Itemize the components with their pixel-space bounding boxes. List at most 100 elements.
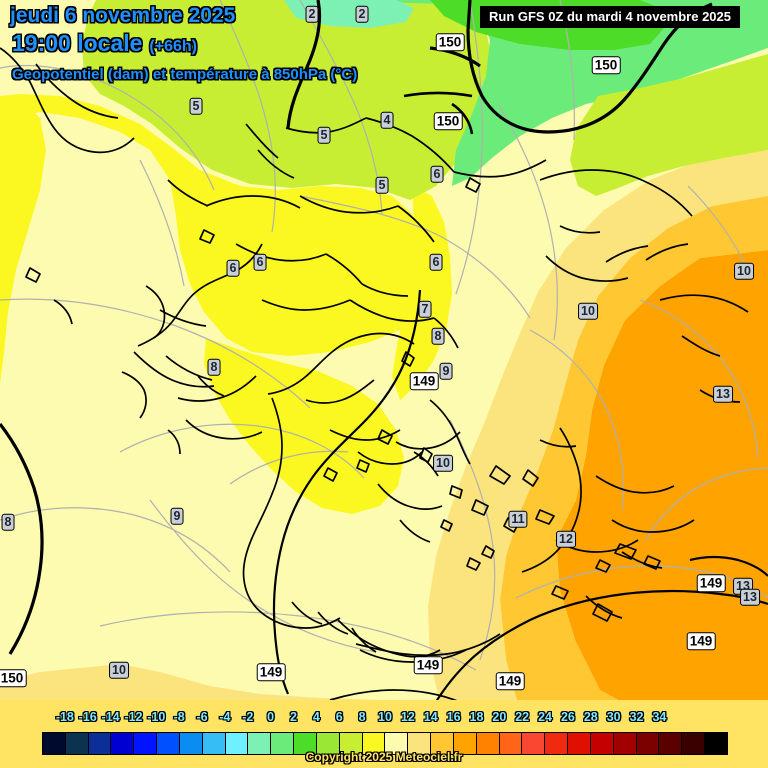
temperature-label-7: 6 [253, 253, 267, 271]
colorbar-tick--4: -4 [219, 710, 231, 724]
colorbar-swatch-26 [636, 733, 660, 754]
valid-time-label: 19:00 locale (+66h) [12, 30, 197, 57]
geopotential-label-0: 150 [435, 33, 465, 51]
colorbar-swatch-4 [134, 733, 158, 754]
temp-band-4-6 [82, 0, 492, 200]
colorbar-tick--18: -18 [55, 710, 74, 724]
colorbar-tick-4: 4 [312, 710, 320, 724]
valid-date-label: jeudi 6 novembre 2025 [10, 4, 236, 27]
colorbar-tick--8: -8 [173, 710, 185, 724]
geopotential-label-9: 149 [686, 632, 716, 650]
colorbar-tick-34: 34 [652, 710, 667, 724]
temp-band-2-4 [300, 0, 768, 186]
temp-band-8-10 [428, 150, 768, 712]
colorbar-tick-2: 2 [290, 710, 298, 724]
geopotential-contour-149 [272, 289, 768, 712]
temp-band-6-8 [0, 94, 432, 356]
temperature-label-19: 11 [508, 510, 528, 528]
temperature-label-10: 7 [418, 300, 432, 318]
temperature-label-3: 4 [380, 111, 394, 129]
colorbar-tick-16: 16 [446, 710, 461, 724]
colorbar-swatch-5 [157, 733, 180, 754]
temperature-label-12: 8 [207, 358, 221, 376]
colorbar-swatch-18 [453, 733, 477, 754]
geopotential-label-2: 150 [433, 112, 463, 130]
colorbar-swatch-3 [111, 733, 135, 754]
colorbar-swatch-14 [362, 733, 386, 754]
geopotential-contours-major [0, 0, 713, 655]
colorbar-tick-22: 22 [515, 710, 530, 724]
colorbar-swatch-21 [522, 733, 546, 754]
colorbar-swatch-1 [65, 733, 89, 754]
temp-band-aegean-yellow [392, 186, 452, 400]
colorbar-tick-0: 0 [267, 710, 275, 724]
colorbar-swatch-13 [339, 733, 363, 754]
colorbar-swatch-11 [294, 733, 317, 754]
geopotential-label-7: 149 [495, 672, 525, 690]
forecast-hour-label: (+66h) [149, 38, 197, 55]
colorbar-tick-20: 20 [492, 710, 507, 724]
temperature-label-24: 10 [109, 661, 129, 679]
temperature-label-14: 8 [1, 513, 15, 531]
colorbar-tick--12: -12 [124, 710, 143, 724]
colorbar-swatch-15 [385, 733, 409, 754]
model-run-label: Run GFS 0Z du mardi 4 novembre 2025 [479, 6, 740, 28]
temperature-label-4: 5 [317, 126, 331, 144]
coastlines [0, 47, 749, 703]
colorbar-swatch-16 [408, 733, 432, 754]
temperature-label-18: 10 [734, 262, 754, 280]
colorbar-tick-28: 28 [583, 710, 598, 724]
temperature-label-16: 10 [433, 454, 453, 472]
temperature-label-17: 10 [578, 302, 598, 320]
colorbar-swatch-28 [682, 733, 706, 754]
colorbar-swatch-2 [88, 733, 112, 754]
temperature-label-11: 8 [431, 327, 445, 345]
colorbar-swatch-20 [499, 733, 523, 754]
parameter-label: Geopotentiel (dam) et température à 850h… [12, 66, 358, 83]
colorbar-swatch-23 [568, 733, 591, 754]
temperature-label-21: 13 [713, 385, 733, 403]
colorbar-swatch-0 [43, 733, 66, 754]
colorbar-tick-26: 26 [560, 710, 575, 724]
colorbar-tick-10: 10 [378, 710, 392, 724]
colorbar-tick-32: 32 [629, 710, 644, 724]
colorbar-swatch-22 [545, 733, 569, 754]
colorbar-swatch-19 [476, 733, 500, 754]
colorbar-tick--6: -6 [196, 710, 208, 724]
temperature-label-1: 2 [355, 5, 369, 23]
colorbar-tick--14: -14 [101, 710, 120, 724]
colorbar-tick-30: 30 [606, 710, 621, 724]
temperature-label-13: 9 [439, 362, 453, 380]
colorbar-swatch-27 [659, 733, 683, 754]
colorbar-swatch-25 [613, 733, 637, 754]
geopotential-label-6: 149 [413, 656, 443, 674]
colorbar-swatch-17 [431, 733, 454, 754]
temp-band-right-green [570, 54, 768, 196]
valid-time-text: 19:00 locale [12, 30, 143, 56]
temperature-colorbar[interactable] [42, 732, 728, 755]
colorbar-tick-6: 6 [335, 710, 343, 724]
temp-band-10-12 [500, 196, 768, 712]
temperature-label-9: 6 [430, 165, 444, 183]
geopotential-label-3: 150 [0, 669, 27, 687]
colorbar-tick-24: 24 [538, 710, 553, 724]
colorbar-tick-8: 8 [358, 710, 366, 724]
colorbar-tick-14: 14 [423, 710, 438, 724]
colorbar-tick-18: 18 [469, 710, 484, 724]
colorbar-tick-group: -18 -16 -14 -12 -10 -8 -6 -4 -2 0 2 4 6 8 10 12 14 16 18 20… [0, 710, 768, 730]
geopotential-label-1: 150 [591, 56, 621, 74]
geopotential-label-8: 149 [696, 574, 726, 592]
colorbar-tick--10: -10 [147, 710, 166, 724]
colorbar-tick--16: -16 [78, 710, 97, 724]
colorbar-swatch-12 [316, 733, 340, 754]
colorbar-swatch-24 [590, 733, 614, 754]
temperature-label-23: 13 [740, 588, 760, 606]
colorbar-tick-12: 12 [400, 710, 415, 724]
geopotential-label-5: 149 [256, 663, 286, 681]
black-sea-outline [403, 91, 474, 135]
colorbar-swatch-29 [705, 733, 727, 754]
colorbar-swatch-10 [271, 733, 295, 754]
colorbar-swatch-7 [202, 733, 226, 754]
